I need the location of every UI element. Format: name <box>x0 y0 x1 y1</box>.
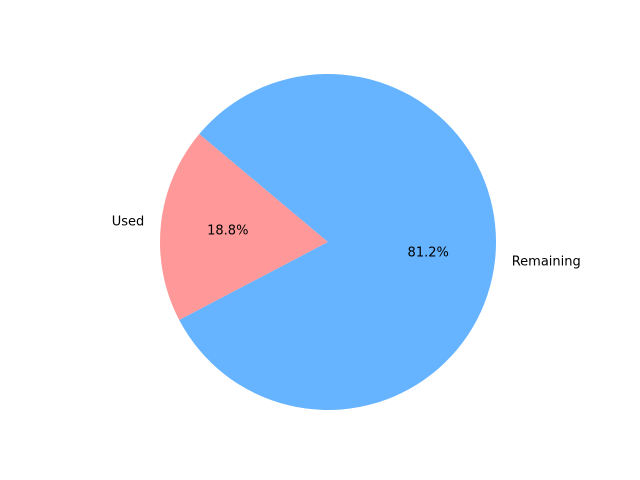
pie-labels: Used 18.8% Remaining 81.2% <box>112 215 581 270</box>
slice-label-remaining: Remaining <box>512 254 581 269</box>
pie-slices <box>159 73 496 411</box>
slice-percent-remaining: 81.2% <box>408 245 449 260</box>
slice-percent-used: 18.8% <box>207 224 248 239</box>
slice-label-used: Used <box>112 215 145 230</box>
pie-slice-remaining <box>179 73 496 411</box>
pie-slice-used <box>159 134 328 321</box>
